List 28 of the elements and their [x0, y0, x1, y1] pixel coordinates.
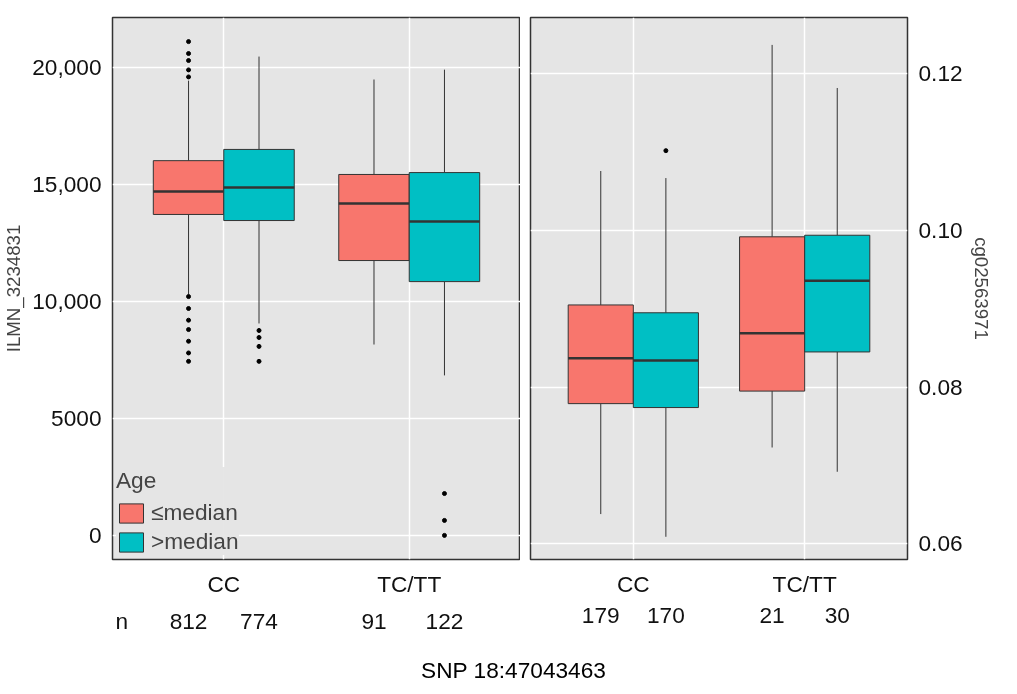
- y-tick-label: 0: [88, 521, 102, 548]
- legend-label: ≤median: [151, 499, 238, 526]
- text: n: [115, 607, 129, 634]
- legend-title: Age: [116, 467, 158, 494]
- y2-tick-label: 0.12: [918, 60, 963, 87]
- text: 170: [646, 601, 685, 628]
- y-tick-label: 20,000: [32, 54, 102, 81]
- x-tick-label: CC: [616, 570, 650, 597]
- y2-axis-title: cg02563971: [970, 237, 992, 340]
- y-tick-label: 10,000: [32, 287, 102, 314]
- y-tick-label: 5000: [51, 404, 102, 431]
- text: 91: [361, 607, 387, 634]
- x-tick-label: TC/TT: [772, 570, 837, 597]
- text: 812: [169, 607, 208, 634]
- y-axis-title: ILMN_3234831: [3, 224, 26, 353]
- x-axis-title: SNP 18:47043463: [421, 656, 606, 685]
- y2-tick-label: 0.08: [918, 373, 963, 400]
- text: 21: [759, 601, 785, 628]
- x-tick-label: CC: [207, 570, 241, 597]
- y2-tick-label: 0.06: [918, 530, 963, 557]
- text: 122: [425, 607, 464, 634]
- legend-label: >median: [151, 528, 239, 555]
- text: 179: [581, 601, 620, 628]
- text: 30: [824, 601, 850, 628]
- y2-tick-label: 0.10: [918, 217, 963, 244]
- x-tick-label: TC/TT: [377, 570, 442, 597]
- y-tick-label: 15,000: [32, 171, 102, 198]
- text: 774: [240, 607, 278, 634]
